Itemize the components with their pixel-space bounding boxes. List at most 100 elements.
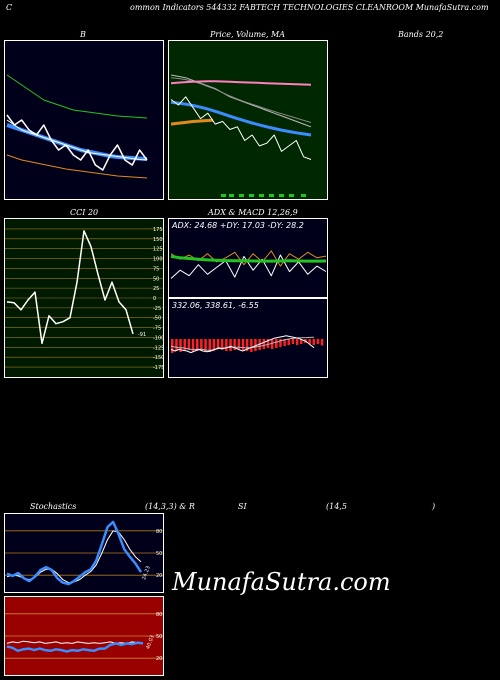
volume-bar-1 — [229, 194, 234, 197]
macd-histogram-bar-27 — [283, 339, 286, 346]
rsi-panel: 80 50 20 40.03 — [4, 596, 164, 676]
volume-bar-0 — [221, 194, 226, 197]
macd-line — [170, 335, 315, 354]
bb-lower-band — [6, 154, 148, 179]
volume-bar-5 — [269, 194, 274, 197]
macd-histogram-bar-6 — [196, 339, 199, 351]
macd-histogram-bar-35 — [316, 339, 320, 344]
label-stoch-d: (14,5 — [326, 502, 347, 511]
bb-upper-band — [6, 74, 148, 119]
cci-tick-label-0: 175 — [153, 227, 163, 233]
cci-panel: 175 150 125 100 75 50 25 0 -25 -50 -75 -100 -125 -150… — [4, 218, 164, 378]
label-stoch-b: (14,3,3) & R — [145, 502, 195, 511]
stochastics-chart: 80 50 20 24.23 — [5, 520, 163, 586]
macd-histogram-bar-2 — [179, 339, 182, 352]
cci-tick-label-5: 50 — [153, 276, 159, 282]
macd-histogram-bar-23 — [266, 339, 270, 348]
stoch-last-value: 24.23 — [141, 565, 152, 581]
volume-bar-2 — [239, 194, 244, 197]
macd-panel: 332.06, 338.61, -6.55 — [168, 298, 328, 378]
adx-line — [170, 254, 327, 263]
macd-histogram-bar-12 — [220, 339, 224, 350]
volume-bar-6 — [279, 194, 284, 197]
macd-histogram-bar-13 — [225, 339, 228, 351]
macd-histogram-bar-19 — [250, 339, 253, 352]
macd-histogram-bar-18 — [245, 339, 249, 351]
macd-histogram-bar-26 — [279, 339, 282, 347]
label-cci: CCI 20 — [70, 208, 99, 217]
label-stoch-a: Stochastics — [30, 502, 77, 511]
volume-bar-8 — [301, 194, 306, 197]
macd-histogram-bar-15 — [233, 339, 236, 350]
header-title: ommon Indicators 544332 FABTECH TECHNOLO… — [130, 3, 489, 12]
label-price: Price, Volume, MA — [210, 30, 286, 39]
cci-tick-label-10: -75 — [153, 326, 161, 332]
cci-tick-label-1: 150 — [153, 237, 163, 243]
price-panel — [168, 40, 328, 200]
adx-plus-di-line — [170, 254, 327, 279]
cci-line — [6, 230, 134, 345]
macd-histogram-bar-5 — [191, 339, 195, 352]
macd-histogram-bar-31 — [300, 339, 303, 344]
bb-ma-line — [6, 119, 148, 161]
cci-tick-label-12: -125 — [153, 345, 163, 351]
label-stoch-c: SI — [238, 502, 247, 511]
cci-tick-label-3: 100 — [153, 257, 163, 263]
volume-bar-3 — [249, 194, 254, 197]
macd-histogram-bar-1 — [175, 339, 178, 351]
rsi-level-label-2: 20 — [156, 656, 162, 662]
macd-histogram-bar-36 — [320, 339, 324, 346]
cci-tick-label-6: 25 — [153, 286, 159, 292]
adx-values-label: ADX: 24.68 +DY: 17.03 -DY: 28.2 — [171, 221, 304, 230]
bb-price-line — [6, 114, 148, 171]
brand-watermark: MunafaSutra.com — [172, 568, 391, 596]
macd-histogram-bar-4 — [187, 339, 191, 350]
rsi-line — [6, 641, 144, 653]
macd-histogram-bar-14 — [229, 339, 232, 351]
label-adx-macd: ADX & MACD 12,26,9 — [208, 208, 298, 217]
stoch-k-line — [6, 520, 143, 586]
macd-histogram-bar-8 — [204, 339, 207, 351]
price-chart — [170, 74, 312, 197]
price-line — [170, 96, 312, 160]
macd-histogram-bar-11 — [216, 339, 220, 349]
macd-histogram-bar-7 — [200, 339, 203, 350]
macd-histogram-bar-20 — [254, 339, 257, 351]
rsi-last-value: 40.03 — [145, 635, 156, 651]
volume-bar-4 — [259, 194, 264, 197]
macd-histogram-bar-33 — [308, 339, 311, 344]
bollinger-chart — [6, 74, 148, 179]
macd-histogram-bar-16 — [237, 339, 241, 349]
adx-chart: ADX: 24.68 +DY: 17.03 -DY: 28.2 — [170, 221, 327, 279]
stochastics-panel: 80 50 20 24.23 — [4, 513, 164, 593]
label-bands: Bands 20,2 — [398, 30, 444, 39]
cci-tick-label-8: -25 — [153, 306, 161, 312]
bb-middle-band — [6, 123, 148, 161]
macd-chart: 332.06, 338.61, -6.55 — [170, 301, 324, 354]
adx-panel: ADX: 24.68 +DY: 17.03 -DY: 28.2 — [168, 218, 328, 298]
macd-histogram-bar-10 — [212, 339, 216, 351]
macd-histogram-bar-34 — [312, 339, 315, 345]
macd-signal-line — [170, 336, 315, 351]
cci-last-value: -91 — [138, 332, 146, 338]
rsi-mfi-line — [6, 640, 144, 644]
macd-histogram-bar-24 — [270, 339, 274, 349]
macd-histogram-bar-22 — [262, 339, 266, 349]
bollinger-panel — [4, 40, 164, 200]
cci-tick-label-14: -175 — [153, 365, 163, 371]
price-ma-pink — [170, 80, 312, 86]
stoch-level-label-0: 80 — [156, 529, 162, 535]
cci-tick-label-9: -50 — [153, 316, 161, 322]
stoch-level-label-2: 20 — [156, 573, 162, 579]
cci-tick-label-11: -100 — [153, 335, 163, 341]
cci-tick-label-2: 125 — [153, 247, 163, 253]
price-ma-blue — [170, 100, 312, 137]
label-stoch-e: ) — [432, 502, 436, 511]
macd-values-label: 332.06, 338.61, -6.55 — [172, 301, 259, 310]
macd-histogram-bar-25 — [275, 339, 278, 348]
cci-tick-label-7: 0 — [153, 296, 156, 302]
rsi-level-label-0: 80 — [156, 612, 162, 618]
macd-histogram-bar-17 — [241, 339, 245, 350]
cci-tick-label-4: 75 — [153, 266, 159, 272]
